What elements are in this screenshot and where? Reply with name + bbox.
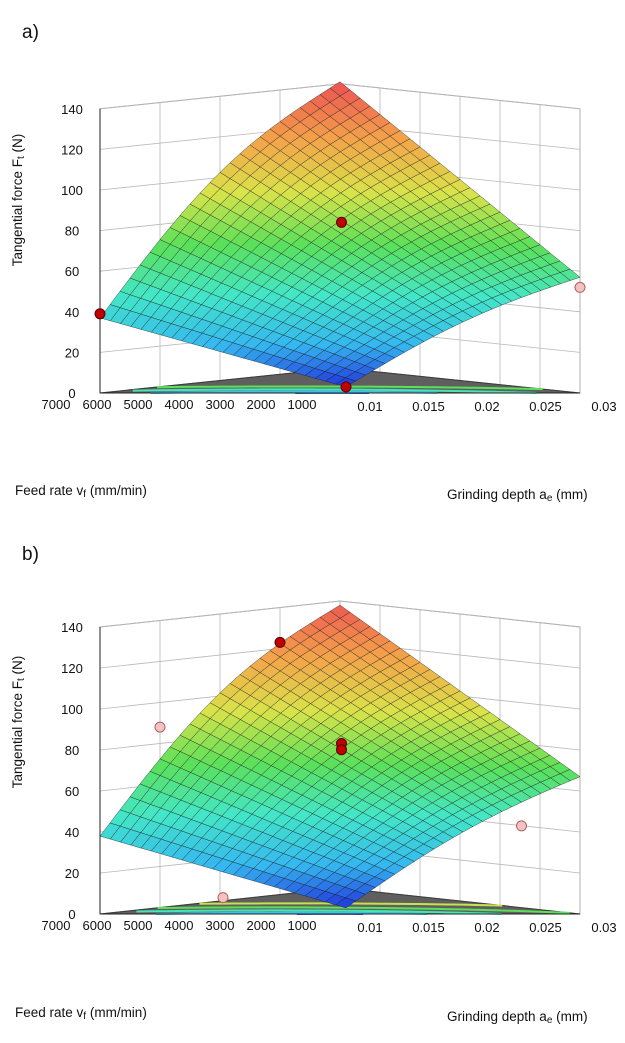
chart-panel-a: 0 20 40 60 80 100 120 140 1000 2000 3000 4000 5000 60… xyxy=(0,0,625,518)
feed-rate-tick-label: 4000 xyxy=(165,397,194,412)
data-point-above-surface xyxy=(274,636,286,648)
contour-line xyxy=(157,906,570,914)
feed-rate-tick-label: 7000 xyxy=(42,397,71,412)
data-point-below-surface xyxy=(574,281,586,293)
z-tick-label: 60 xyxy=(65,264,79,279)
z-tick-label: 40 xyxy=(65,305,79,320)
feed-rate-tick-label: 5000 xyxy=(124,918,153,933)
z-axis-title: Tangential force Ft (N) xyxy=(10,134,27,267)
panel-label: b) xyxy=(22,544,39,565)
grinding-depth-tick-label: 0.015 xyxy=(412,920,445,935)
design-points xyxy=(94,216,586,393)
z-tick-label: 140 xyxy=(61,102,83,117)
feed-rate-tick-label: 4000 xyxy=(165,918,194,933)
grinding-depth-tick-label: 0.015 xyxy=(412,399,445,414)
response-surface xyxy=(99,604,581,909)
z-tick-label: 80 xyxy=(65,224,79,239)
z-tick-label: 40 xyxy=(65,825,79,840)
surface-chart-a: 0 20 40 60 80 100 120 140 1000 2000 3000 4000 5000 60… xyxy=(10,22,617,504)
chart-panel-b: 0 20 40 60 80 100 120 140 1000 2000 3000 4000 5000 60… xyxy=(0,522,625,1040)
grinding-depth-tick-label: 0.025 xyxy=(529,399,562,414)
data-point-above-surface xyxy=(336,216,347,228)
feed-rate-tick-label: 7000 xyxy=(42,918,71,933)
z-tick-label: 120 xyxy=(61,142,83,157)
contour-line xyxy=(199,902,503,907)
z-axis-title: Tangential force Ft (N) xyxy=(10,656,27,789)
z-tick-label: 100 xyxy=(61,183,83,198)
grinding-depth-axis-title: Grinding depth ae (mm) xyxy=(447,1009,588,1026)
z-tick-label: 20 xyxy=(65,866,79,881)
data-point-below-surface xyxy=(217,892,229,904)
grinding-depth-tick-label: 0.01 xyxy=(357,920,382,935)
feed-rate-tick-label: 5000 xyxy=(124,397,153,412)
z-tick-label: 20 xyxy=(65,345,79,360)
z-tick-label: 0 xyxy=(68,386,75,401)
feed-rate-tick-label: 2000 xyxy=(247,918,276,933)
z-tick-label: 140 xyxy=(61,620,83,635)
data-point-below-surface xyxy=(154,721,166,733)
feed-rate-tick-label: 6000 xyxy=(83,397,112,412)
grinding-depth-tick-label: 0.02 xyxy=(474,920,499,935)
feed-rate-tick-label: 3000 xyxy=(206,918,235,933)
feed-rate-tick-label: 3000 xyxy=(206,397,235,412)
contour-line xyxy=(136,909,503,915)
data-point-above-surface xyxy=(340,381,352,393)
design-points xyxy=(154,636,527,904)
contour-line xyxy=(150,390,438,394)
z-tick-label: 60 xyxy=(65,784,79,799)
feed-rate-tick-label: 2000 xyxy=(247,397,276,412)
contour-line xyxy=(132,388,537,394)
feed-rate-axis-title: Feed rate vf (mm/min) xyxy=(15,1005,147,1022)
z-tick-label: 0 xyxy=(68,907,75,922)
grinding-depth-tick-label: 0.03 xyxy=(591,920,616,935)
z-tick-label: 80 xyxy=(65,743,79,758)
contour-line xyxy=(157,385,543,391)
grinding-depth-tick-label: 0.03 xyxy=(591,399,616,414)
data-point-below-surface xyxy=(516,820,527,832)
floor-contours xyxy=(132,385,543,394)
feed-rate-tick-label: 6000 xyxy=(83,918,112,933)
panel-label: a) xyxy=(22,22,39,43)
response-surface xyxy=(99,81,581,388)
feed-rate-axis-title: Feed rate vf (mm/min) xyxy=(15,483,147,500)
grinding-depth-tick-label: 0.02 xyxy=(474,399,499,414)
contour-line xyxy=(156,911,428,915)
surface-cell xyxy=(335,897,357,909)
data-point-above-surface xyxy=(336,744,347,756)
grinding-depth-axis-title: Grinding depth ae (mm) xyxy=(447,487,588,504)
grinding-depth-tick-label: 0.01 xyxy=(357,399,382,414)
feed-rate-tick-label: 1000 xyxy=(288,397,317,412)
data-point-above-surface xyxy=(94,308,106,320)
z-tick-label: 100 xyxy=(61,702,83,717)
z-tick-label: 120 xyxy=(61,661,83,676)
feed-rate-tick-label: 1000 xyxy=(288,918,317,933)
surface-chart-b: 0 20 40 60 80 100 120 140 1000 2000 3000 4000 5000 60… xyxy=(10,544,617,1026)
grinding-depth-tick-label: 0.025 xyxy=(529,920,562,935)
